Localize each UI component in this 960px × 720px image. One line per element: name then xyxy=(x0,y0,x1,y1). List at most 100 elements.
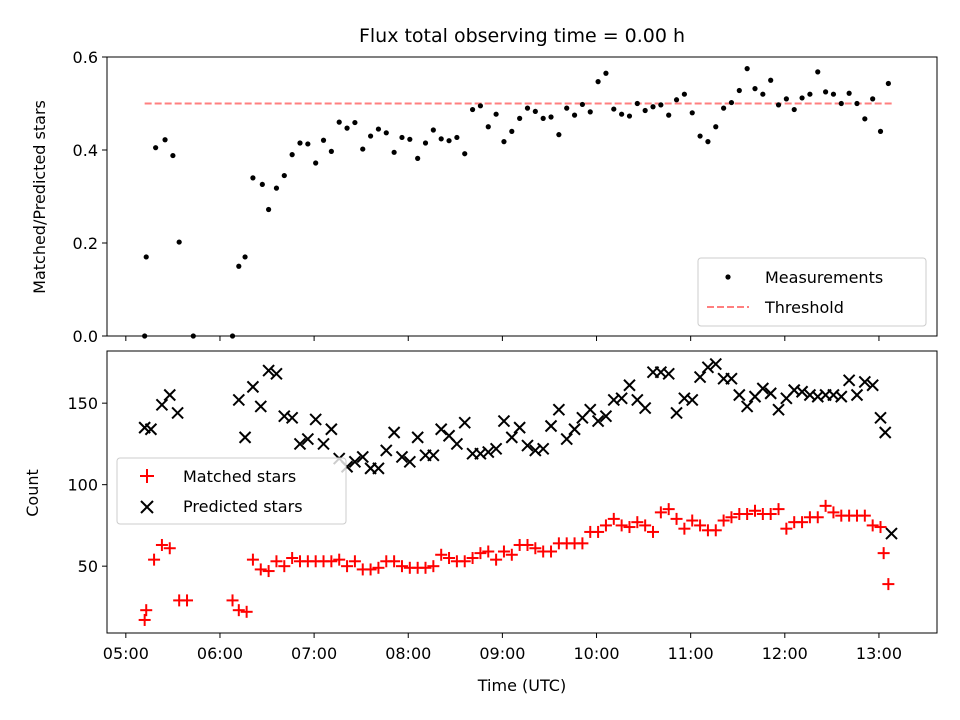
predicted-star-point xyxy=(285,411,299,425)
x-tick-label: 11:00 xyxy=(668,644,714,663)
measurement-point xyxy=(681,91,687,97)
measurement-point xyxy=(162,137,168,143)
predicted-star-point xyxy=(615,392,628,405)
measurement-point xyxy=(143,254,149,260)
predicted-star-point xyxy=(155,398,169,411)
measurement-point xyxy=(619,111,625,117)
predicted-star-point xyxy=(395,450,409,464)
measurement-point xyxy=(885,80,891,87)
x-tick-label: 05:00 xyxy=(103,644,149,663)
x-tick-label: 13:00 xyxy=(856,644,902,663)
predicted-star-point xyxy=(278,409,291,423)
x-tick-label: 09:00 xyxy=(479,644,525,663)
x-tick-label: 06:00 xyxy=(197,644,243,663)
matched-star-point xyxy=(505,548,518,561)
measurement-point xyxy=(830,91,837,97)
predicted-star-point xyxy=(725,372,738,385)
matched-star-point xyxy=(654,506,667,519)
measurement-point xyxy=(587,109,593,115)
measurement-point xyxy=(273,185,280,191)
matched-star-point xyxy=(545,545,558,558)
matched-star-point xyxy=(670,512,683,525)
predicted-star-point xyxy=(678,392,691,405)
measurement-point xyxy=(838,100,844,107)
predicted-star-point xyxy=(458,416,471,429)
matched-star-point xyxy=(599,519,612,532)
measurement-point xyxy=(517,115,523,121)
measurement-point xyxy=(548,114,554,120)
top-y-tick-label: 0.0 xyxy=(73,327,98,346)
matched-star-point xyxy=(372,561,385,574)
predicted-star-point xyxy=(850,388,864,402)
predicted-star-point xyxy=(505,431,519,444)
bottom-plot-frame xyxy=(106,350,938,634)
x-tick-label: 07:00 xyxy=(291,644,337,663)
measurement-point xyxy=(721,105,727,111)
predicted-star-point xyxy=(560,432,573,446)
matched-star-point xyxy=(686,514,699,527)
predicted-star-point xyxy=(171,406,184,420)
predicted-star-point xyxy=(623,379,636,392)
predicted-star-point xyxy=(427,449,440,462)
measurement-point xyxy=(367,133,374,139)
measurement-point xyxy=(399,134,405,141)
predicted-star-point xyxy=(693,370,707,384)
x-axis-label: Time (UTC) xyxy=(477,676,566,695)
predicted-star-point xyxy=(827,388,840,402)
measurement-point xyxy=(305,141,311,147)
measurement-points xyxy=(142,66,891,339)
predicted-star-point xyxy=(521,439,534,452)
measurement-point xyxy=(242,254,248,260)
measurement-point xyxy=(524,105,531,111)
matched-star-point xyxy=(262,565,275,578)
measurement-point xyxy=(791,106,797,113)
predicted-star-point xyxy=(232,393,246,407)
predicted-star-point xyxy=(874,411,887,425)
predicted-star-point xyxy=(835,390,848,403)
legend-threshold-label: Threshold xyxy=(764,298,844,317)
matched-star-point xyxy=(466,552,479,565)
matched-star-point xyxy=(435,548,448,561)
measurement-point xyxy=(728,99,735,106)
predicted-star-point xyxy=(411,431,424,444)
predicted-star-point xyxy=(348,455,362,469)
measurement-point xyxy=(768,77,774,83)
matched-star-point xyxy=(592,525,605,538)
measurement-point xyxy=(485,124,491,130)
x-tick-label: 10:00 xyxy=(573,644,619,663)
predicted-star-point xyxy=(733,388,746,402)
matched-star-point xyxy=(278,560,291,573)
predicted-star-point xyxy=(356,450,369,464)
predicted-star-point xyxy=(591,414,605,428)
predicted-star-point xyxy=(654,365,668,379)
matched-star-point xyxy=(490,553,503,566)
predicted-star-point xyxy=(686,393,699,407)
matched-star-point xyxy=(725,511,738,524)
matched-star-point xyxy=(877,547,890,560)
predicted-star-point xyxy=(254,400,267,413)
matched-star-point xyxy=(678,522,691,535)
measurement-point xyxy=(666,112,672,118)
predicted-star-point xyxy=(662,367,675,381)
predicted-star-point xyxy=(795,385,809,398)
measurement-point xyxy=(297,140,303,146)
predicted-star-point xyxy=(607,393,620,407)
predicted-star-point xyxy=(450,437,464,451)
matched-star-point xyxy=(286,552,299,565)
measurement-point xyxy=(611,106,617,112)
measurement-point xyxy=(313,160,319,166)
bottom-panel: 50 100 150 05:00 06:00 07:00 08:00 09:00 10:00 11… xyxy=(23,350,938,695)
predicted-star-point xyxy=(638,401,652,415)
measurement-point xyxy=(846,90,852,96)
measurement-point xyxy=(438,136,444,142)
measurement-point xyxy=(595,79,601,85)
measurement-point xyxy=(713,124,719,130)
predicted-star-point xyxy=(144,423,158,436)
matched-star-point xyxy=(827,506,840,519)
bottom-legend-box xyxy=(116,457,347,525)
measurement-point xyxy=(650,104,656,110)
matched-star-point xyxy=(529,542,542,555)
matched-star-point xyxy=(639,519,652,532)
predicted-star-point xyxy=(317,437,330,451)
measurement-point xyxy=(493,111,499,117)
